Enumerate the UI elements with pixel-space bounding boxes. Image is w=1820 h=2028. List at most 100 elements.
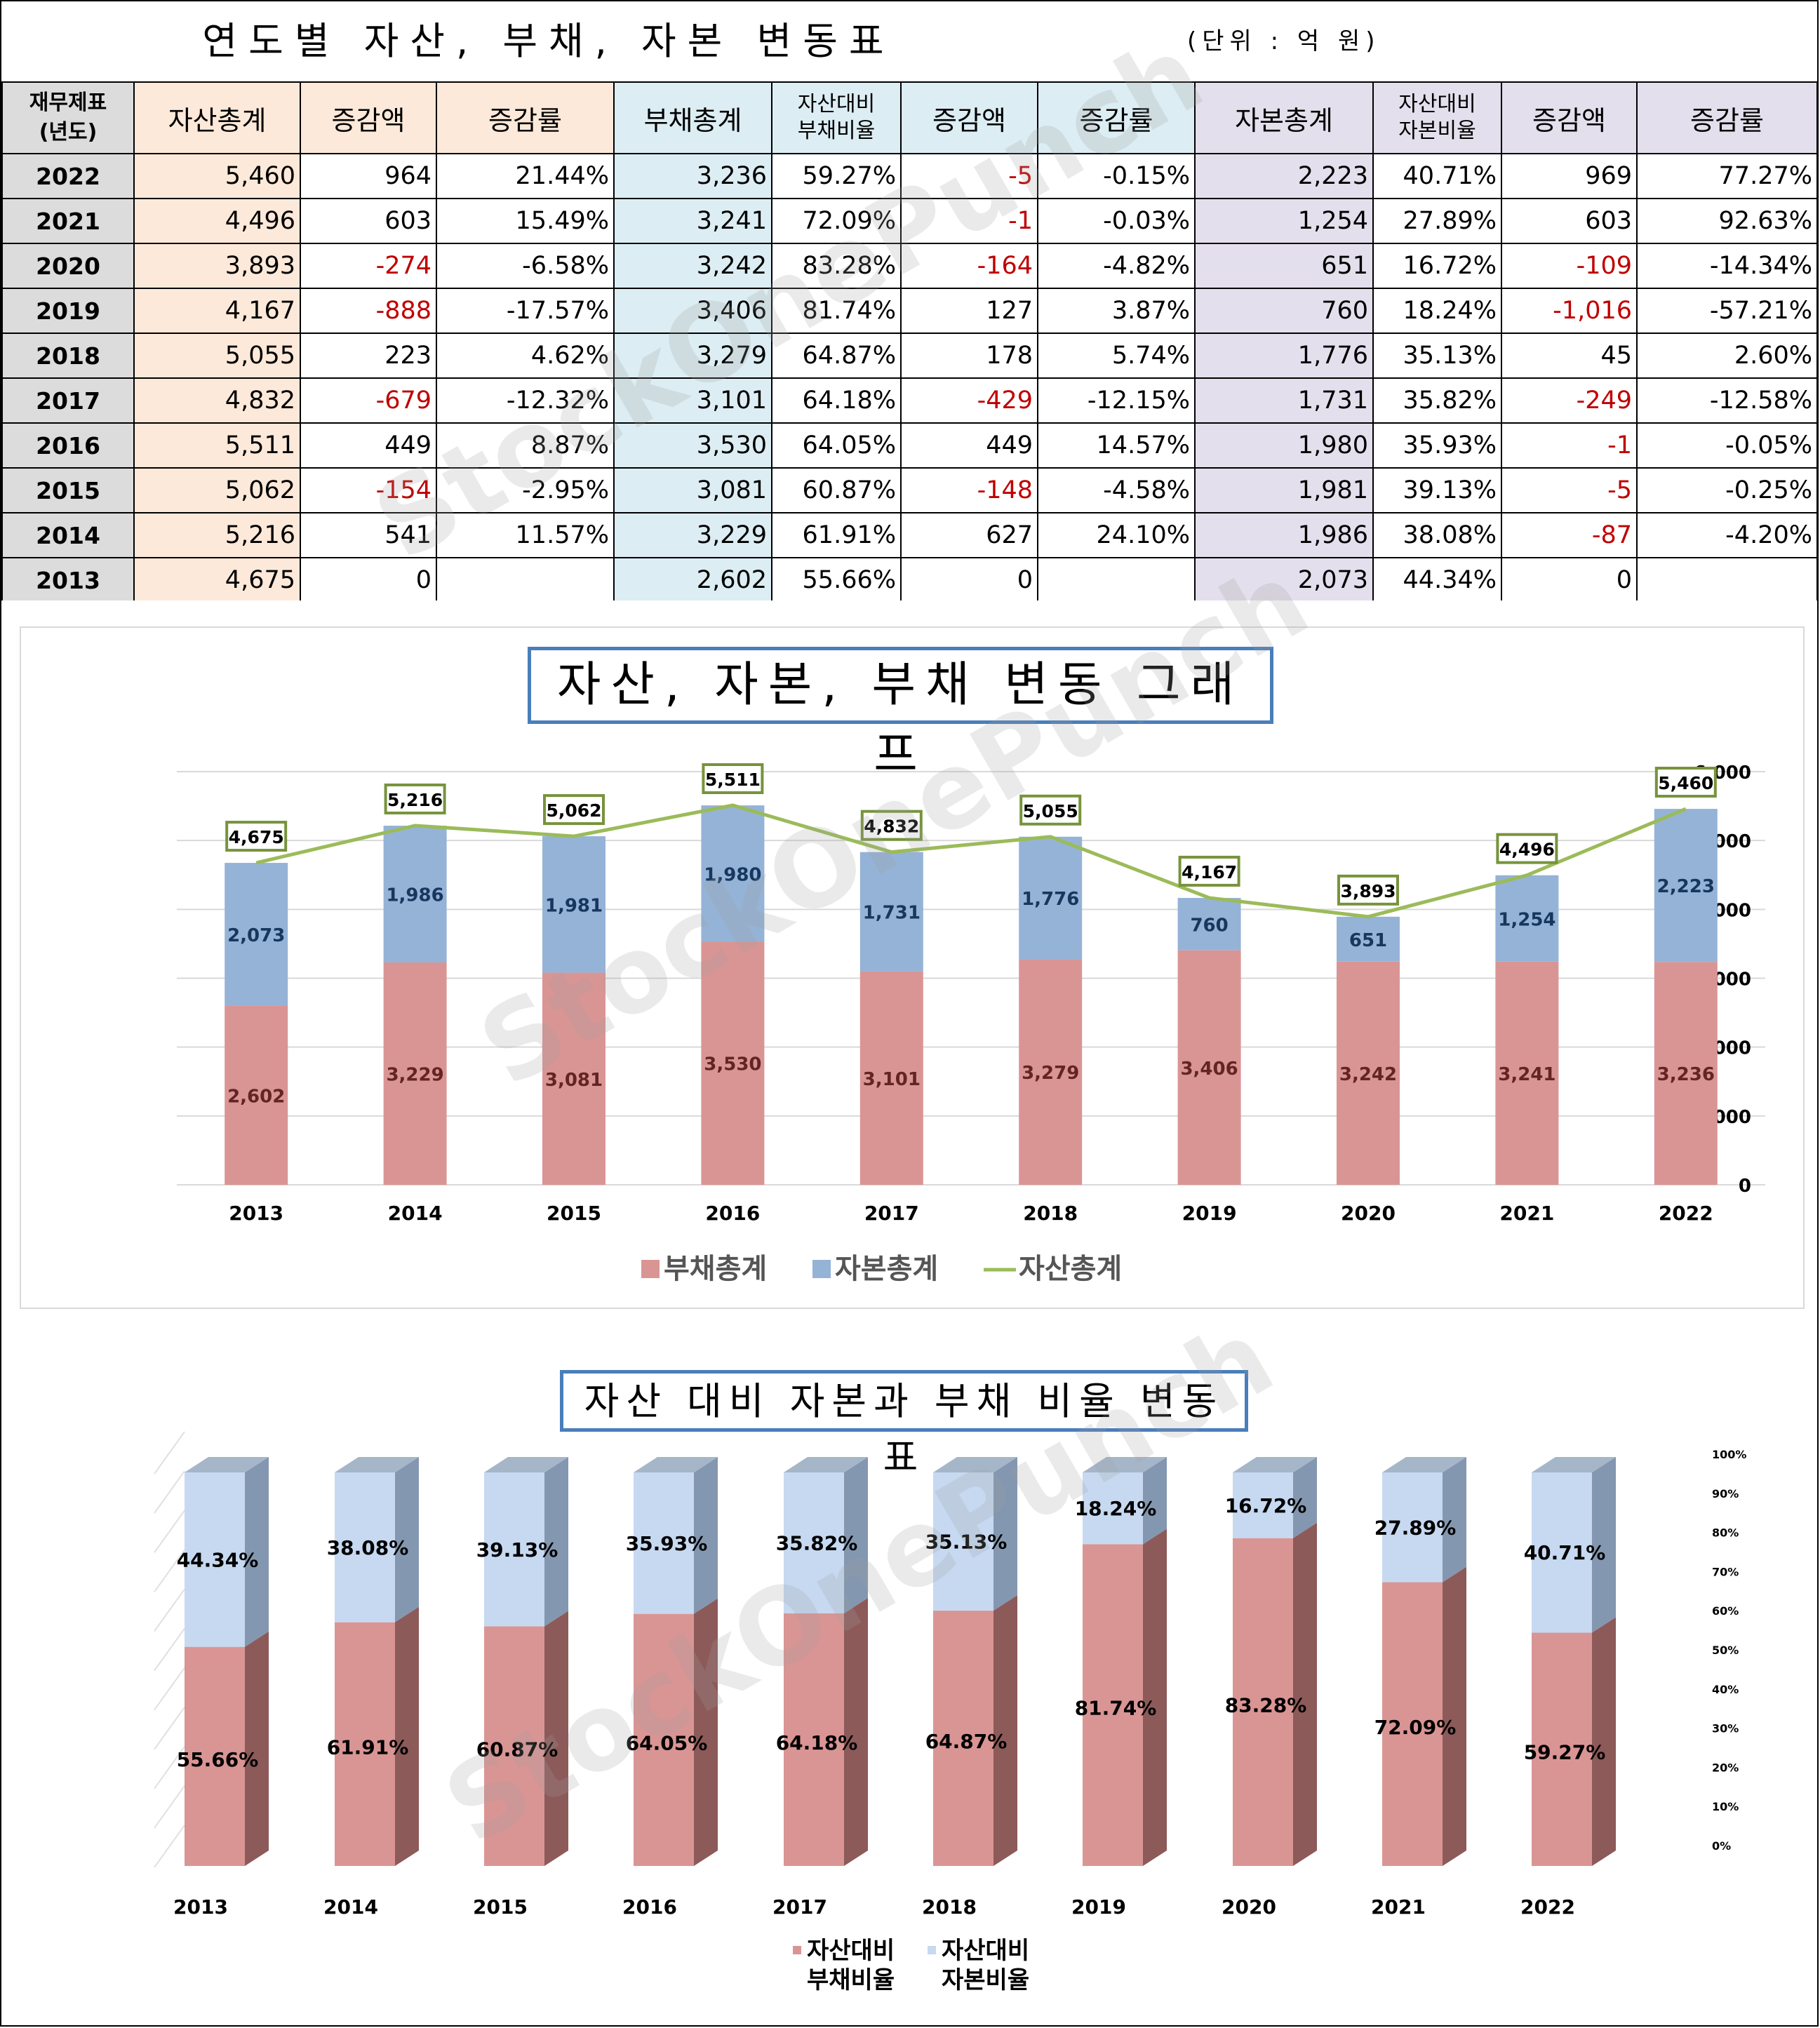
gridline-3d [154, 1588, 185, 1632]
table-title: 연도별 자산, 부채, 자본 변동표 [202, 19, 895, 63]
bar-debt-label: 3,406 [1180, 1059, 1238, 1080]
x-tick-label: 2018 [1023, 1202, 1078, 1225]
line-asset-label-box [702, 763, 764, 795]
bar3d-debt-side [245, 1631, 269, 1866]
bar3d-debt-front [1083, 1544, 1143, 1866]
table-cell: 3,101 [613, 377, 772, 424]
table-header-cell: 자산총계 [133, 81, 301, 154]
table-cell: 81.74% [771, 288, 902, 334]
table-header-cell: 증감률 [1636, 81, 1818, 154]
legend-equity-label-1: 자산대비 [942, 1937, 1029, 1965]
table-cell: 0 [1501, 557, 1638, 603]
line-asset-label: 5,055 [1023, 801, 1078, 821]
bar3d-equity-front [484, 1472, 544, 1627]
table-cell: -5 [1501, 467, 1638, 513]
table-cell: 1,980 [1194, 422, 1374, 469]
bar3d-debt-label: 61.91% [327, 1735, 409, 1759]
table-cell: 3,242 [613, 243, 772, 289]
table-cell: 35.82% [1372, 377, 1502, 424]
table-cell: 15.49% [436, 198, 615, 244]
bar3d-debt-label: 60.87% [476, 1738, 558, 1761]
gridline-3d [154, 1470, 185, 1514]
table-cell: 92.63% [1636, 198, 1818, 244]
table-cell: 2.60% [1636, 333, 1818, 379]
table-cell: 64.05% [771, 422, 902, 469]
bar3d-debt-label: 81.74% [1075, 1697, 1157, 1720]
bar-debt [225, 1005, 288, 1185]
x-tick-label: 2018 [922, 1895, 977, 1919]
table-cell: 2,073 [1194, 557, 1374, 603]
bar3d-top [335, 1457, 419, 1472]
table-header-cell: 자산대비 부채비율 [771, 81, 902, 154]
table-cell: -57.21% [1636, 288, 1818, 334]
x-tick-label: 2019 [1071, 1895, 1126, 1919]
line-asset-label-box [384, 783, 446, 814]
x-tick-label: 2016 [705, 1202, 760, 1225]
table-cell: -679 [300, 377, 437, 424]
chart2-title: 자산 대비 자본과 부채 비율 변동표 [560, 1370, 1248, 1479]
table-cell: 3,893 [133, 243, 301, 289]
bar-debt [1177, 950, 1241, 1185]
chart1-svg: 01,0002,0003,0004,0005,0006,0002,6022,07… [177, 763, 1765, 1285]
bar3d-equity-side [1293, 1457, 1317, 1538]
bar3d-equity-label: 39.13% [476, 1538, 558, 1562]
table-cell: -14.34% [1636, 243, 1818, 289]
row-year-cell: 2022 [1, 153, 135, 199]
table-cell: 8.87% [436, 422, 615, 469]
bar3d-top [185, 1457, 269, 1472]
y-tick-label: 60% [1712, 1604, 1739, 1618]
table-cell: -164 [900, 243, 1038, 289]
bar-debt [1495, 961, 1559, 1185]
table-cell: -0.05% [1636, 422, 1818, 469]
table-cell: 5,062 [133, 467, 301, 513]
bar3d-debt-side [395, 1606, 419, 1866]
bar-debt-label: 2,602 [227, 1086, 285, 1107]
bar-equity-label: 760 [1190, 915, 1228, 936]
bar3d-debt-side [993, 1595, 1017, 1866]
bar3d-debt-front [185, 1646, 245, 1866]
bar3d-equity-front [335, 1472, 395, 1623]
row-year-cell: 2016 [1, 422, 135, 469]
table-cell: 35.13% [1372, 333, 1502, 379]
bar3d-top [933, 1457, 1017, 1472]
table-header-cell: 증감액 [900, 81, 1038, 154]
line-asset-label: 3,893 [1340, 881, 1396, 901]
bar-debt [383, 962, 447, 1185]
table-cell: -0.03% [1037, 198, 1196, 244]
y-tick-label: 70% [1712, 1565, 1739, 1578]
table-cell: -5 [900, 153, 1038, 199]
bar-debt-label: 3,101 [863, 1069, 921, 1090]
bar3d-equity-front [1083, 1472, 1143, 1545]
table-cell: -4.20% [1636, 512, 1818, 558]
table-row: 2015 5,062 -154 -2.95% 3,081 60.87% -148 -4.58%… [1, 467, 1818, 513]
x-tick-label: 2021 [1371, 1895, 1426, 1919]
bar-debt [1019, 959, 1083, 1185]
line-asset-label: 4,167 [1182, 862, 1237, 882]
gridline-3d [154, 1785, 185, 1829]
bar3d-debt-front [634, 1613, 694, 1866]
bar3d-equity-label: 27.89% [1374, 1516, 1457, 1539]
legend-equity-swatch [928, 1946, 936, 1954]
line-asset-label: 4,675 [229, 827, 284, 847]
row-year-cell: 2021 [1, 198, 135, 244]
bar3d-top [1083, 1457, 1167, 1472]
table-cell: 1,776 [1194, 333, 1374, 379]
bar3d-debt-side [694, 1598, 718, 1866]
table-row: 2022 5,460 964 21.44% 3,236 59.27% -5 -0.15% 2,2… [1, 153, 1818, 199]
bar3d-debt-side [1293, 1522, 1317, 1866]
line-asset-label-box [1654, 767, 1717, 798]
bar3d-equity-side [993, 1457, 1017, 1611]
gridline-3d [154, 1627, 185, 1672]
bar3d-equity-side [1143, 1457, 1167, 1545]
table-cell: 449 [300, 422, 437, 469]
table-cell: 3,279 [613, 333, 772, 379]
bar3d-equity-label: 44.34% [177, 1548, 259, 1571]
bar-equity-label: 1,980 [704, 864, 761, 885]
y-tick-label: 20% [1712, 1761, 1739, 1774]
line-asset [255, 803, 1687, 919]
bar-equity-label: 1,776 [1022, 889, 1079, 910]
table-cell: -274 [300, 243, 437, 289]
table-cell: 64.18% [771, 377, 902, 424]
y-tick-label: 80% [1712, 1526, 1739, 1540]
